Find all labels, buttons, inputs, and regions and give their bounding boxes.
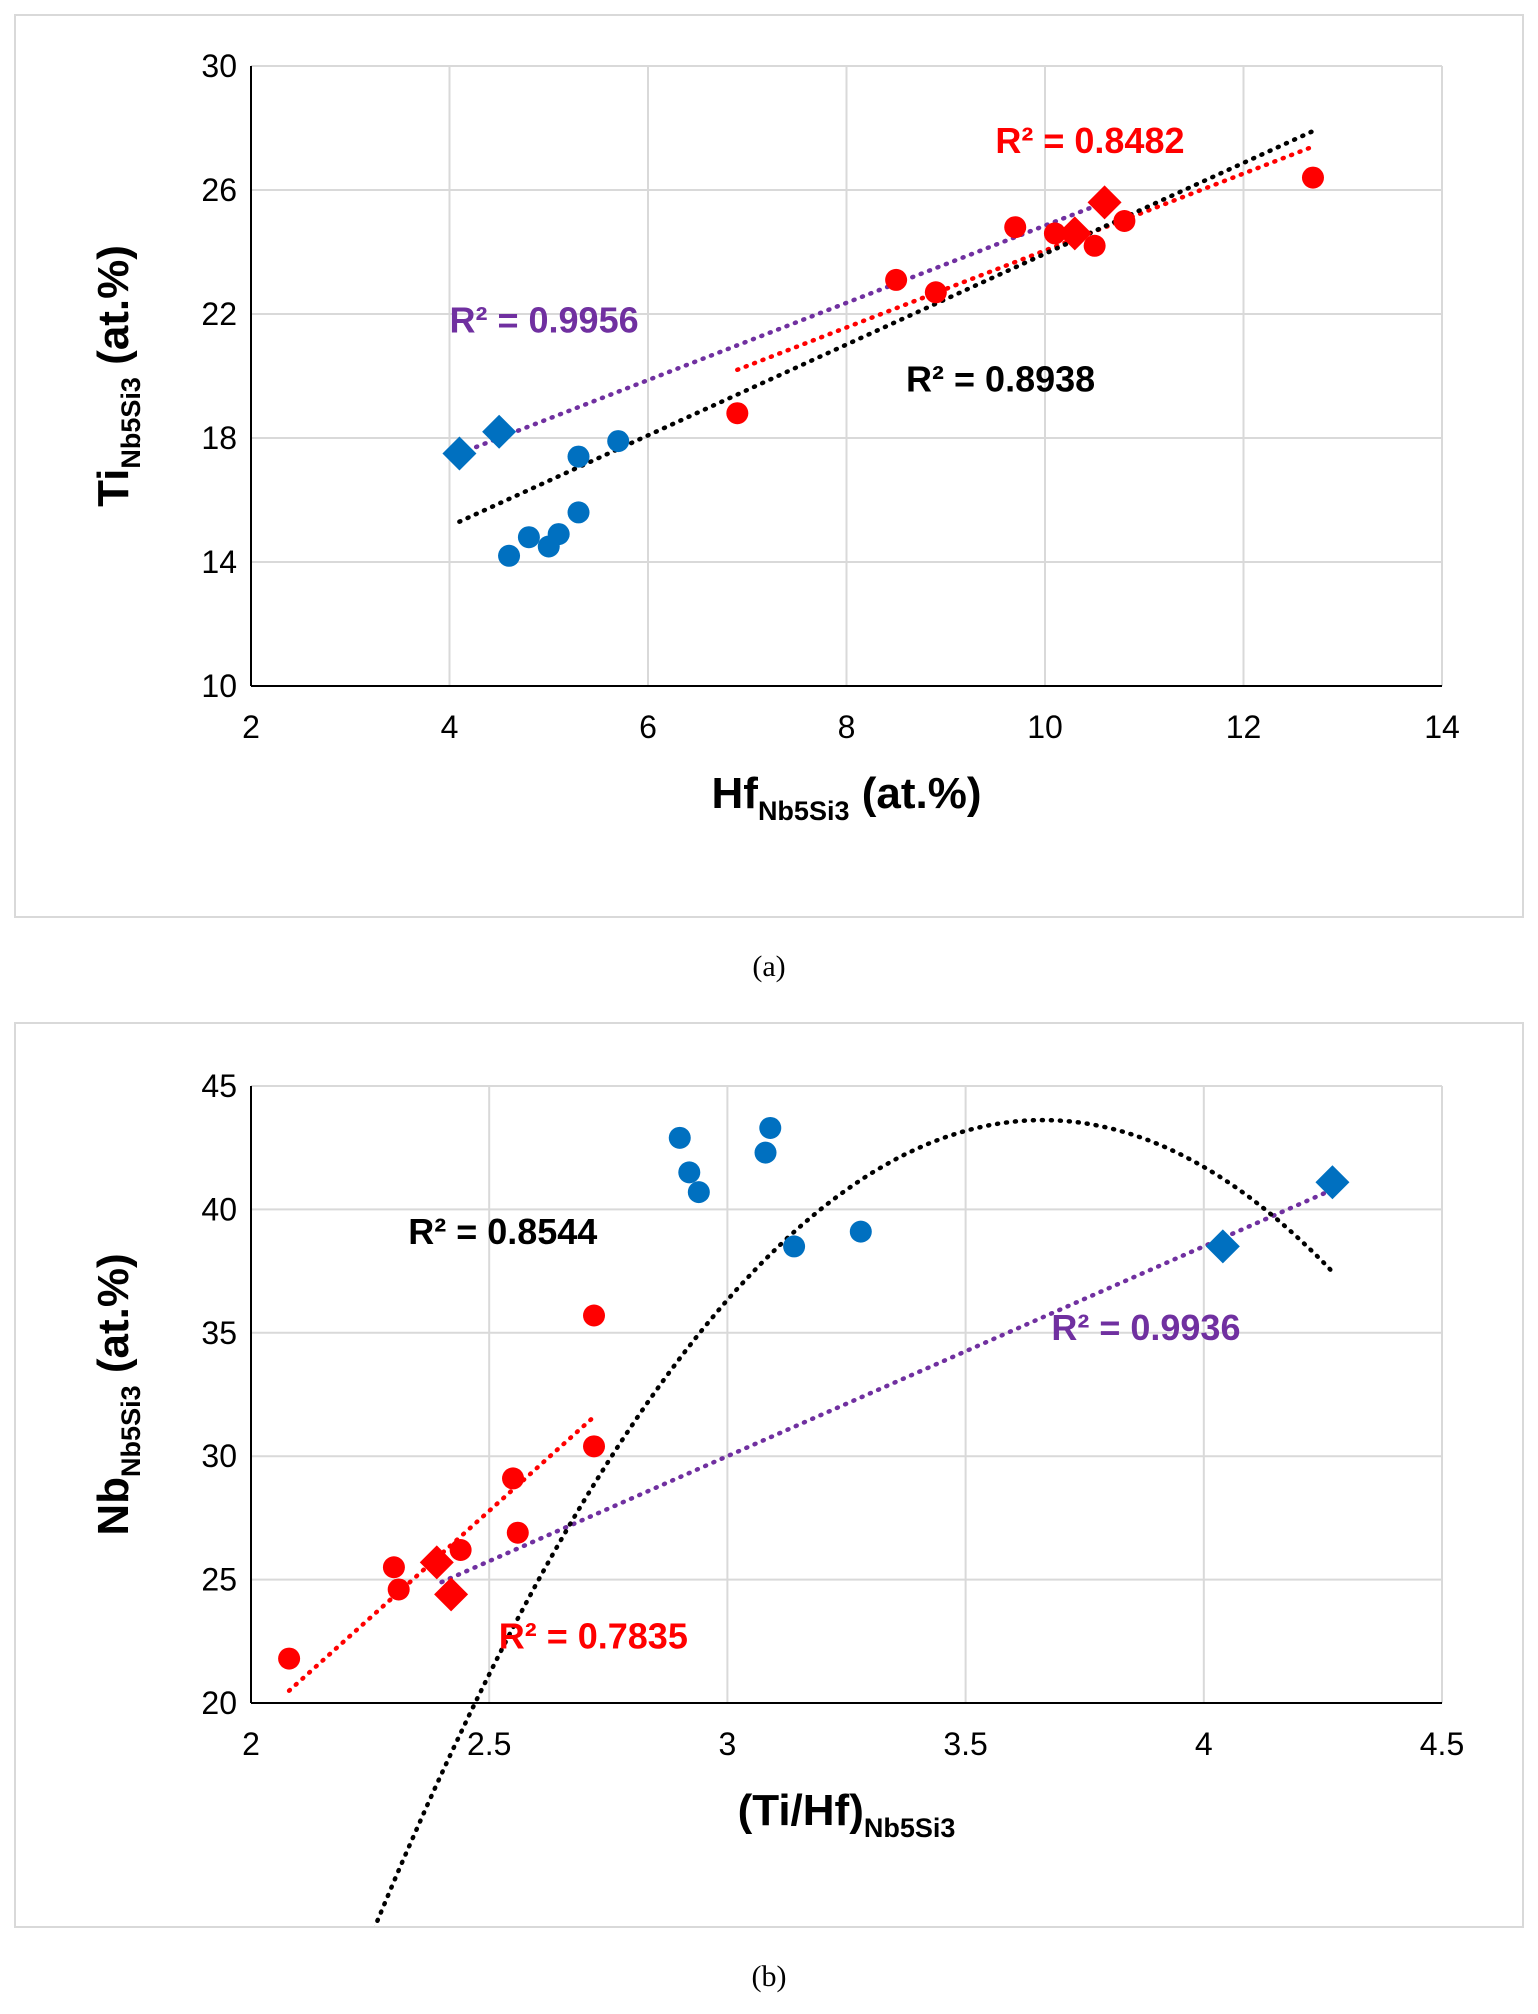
trendline-purple [439, 1187, 1335, 1585]
blue-circle-point [668, 1126, 691, 1149]
trendline-black [337, 1117, 1335, 2014]
chart-panel-a: 2 4 6 8 10 12 14 10 14 18 22 26 30 R² = 0.8482 R² = 0.… [14, 14, 1524, 918]
y-tick-label: 40 [201, 1191, 237, 1227]
red-circle-point [583, 1435, 606, 1458]
y-axis-title: TiNb5Si3 (at.%) [89, 245, 146, 507]
red-circle-point [924, 281, 947, 304]
x-tick-label: 4 [441, 709, 459, 745]
blue-circle-point [607, 430, 630, 453]
y-tick-label: 30 [201, 48, 237, 84]
trendline-purple [457, 200, 1107, 456]
r2-label-black: R² = 0.8938 [906, 359, 1095, 400]
x-tick-label: 14 [1424, 709, 1460, 745]
blue-circle-point [754, 1141, 777, 1164]
y-tick-label: 45 [201, 1068, 237, 1104]
x-tick-label: 12 [1226, 709, 1262, 745]
x-tick-label: 2 [242, 709, 260, 745]
y-tick-label: 10 [201, 668, 237, 704]
red-circle-point [583, 1304, 606, 1327]
red-circle-point [1113, 210, 1136, 232]
red-diamond-point [1087, 185, 1122, 220]
r2-label-purple: R² = 0.9936 [1051, 1307, 1240, 1348]
blue-circle-point [567, 445, 590, 468]
y-tick-label: 30 [201, 1438, 237, 1474]
blue-circle-point [759, 1116, 782, 1139]
red-circle-point [449, 1538, 472, 1561]
x-tick-label: 2.5 [467, 1726, 511, 1762]
blue-circle-point [849, 1220, 872, 1243]
blue-diamond-point [482, 414, 517, 449]
y-tick-label: 20 [201, 1685, 237, 1721]
x-axis-title: HfNb5Si3 (at.%) [712, 769, 982, 826]
r2-label-red: R² = 0.7835 [499, 1616, 688, 1657]
trendline-black [457, 128, 1316, 524]
x-tick-label: 4 [1195, 1726, 1213, 1762]
x-tick-label: 6 [639, 709, 657, 745]
trendline-red [735, 144, 1316, 373]
red-circle-point [387, 1578, 410, 1601]
chart-a: 2 4 6 8 10 12 14 10 14 18 22 26 30 R² = 0.8482 R² = 0.… [89, 48, 1460, 826]
red-circle-point [506, 1521, 529, 1544]
y-tick-label: 26 [201, 172, 237, 208]
y-tick-label: 35 [201, 1315, 237, 1351]
red-diamond-point [1057, 216, 1092, 251]
chart-b: 2 2.5 3 3.5 4 4.5 20 25 30 35 40 45 R² = 0.8544 R² = … [89, 1068, 1464, 2014]
caption-a: (a) [752, 950, 786, 983]
x-tick-label: 8 [838, 709, 856, 745]
r2-label-red: R² = 0.8482 [995, 120, 1184, 161]
caption-b: (b) [751, 1960, 787, 1993]
red-circle-point [1301, 166, 1324, 189]
x-tick-label: 2 [242, 1726, 260, 1762]
x-tick-label: 10 [1027, 709, 1063, 745]
blue-circle-point [783, 1235, 806, 1258]
r2-label-black: R² = 0.8544 [408, 1211, 597, 1252]
r2-label-purple: R² = 0.9956 [450, 300, 639, 341]
y-tick-label: 25 [201, 1562, 237, 1598]
blue-circle-point [517, 526, 540, 549]
x-tick-label: 4.5 [1420, 1726, 1464, 1762]
blue-circle-point [567, 501, 590, 524]
x-tick-label: 3.5 [943, 1726, 987, 1762]
blue-circle-point [678, 1161, 701, 1184]
chart-panel-b: 2 2.5 3 3.5 4 4.5 20 25 30 35 40 45 R² = 0.8544 R² = … [14, 1022, 1524, 2014]
blue-circle-point [547, 523, 570, 546]
red-diamond-point [419, 1545, 454, 1580]
y-tick-label: 22 [201, 296, 237, 332]
red-circle-point [382, 1556, 405, 1579]
red-circle-point [1083, 234, 1106, 257]
red-circle-point [1043, 222, 1066, 245]
y-tick-label: 18 [201, 420, 237, 456]
x-axis-title: (Ti/Hf)Nb5Si3 [738, 1786, 956, 1843]
red-circle-point [726, 402, 749, 425]
y-axis-title: NbNb5Si3 (at.%) [89, 1253, 146, 1535]
red-circle-point [885, 268, 908, 291]
blue-diamond-point [442, 436, 477, 471]
red-circle-point [502, 1467, 525, 1490]
blue-circle-point [687, 1181, 710, 1204]
red-diamond-point [434, 1577, 469, 1612]
y-tick-label: 14 [201, 544, 237, 580]
red-circle-point [278, 1647, 301, 1670]
blue-diamond-point [1205, 1229, 1240, 1264]
red-circle-point [1004, 216, 1027, 239]
x-tick-label: 3 [719, 1726, 737, 1762]
blue-diamond-point [1315, 1165, 1350, 1200]
blue-circle-point [498, 544, 521, 567]
